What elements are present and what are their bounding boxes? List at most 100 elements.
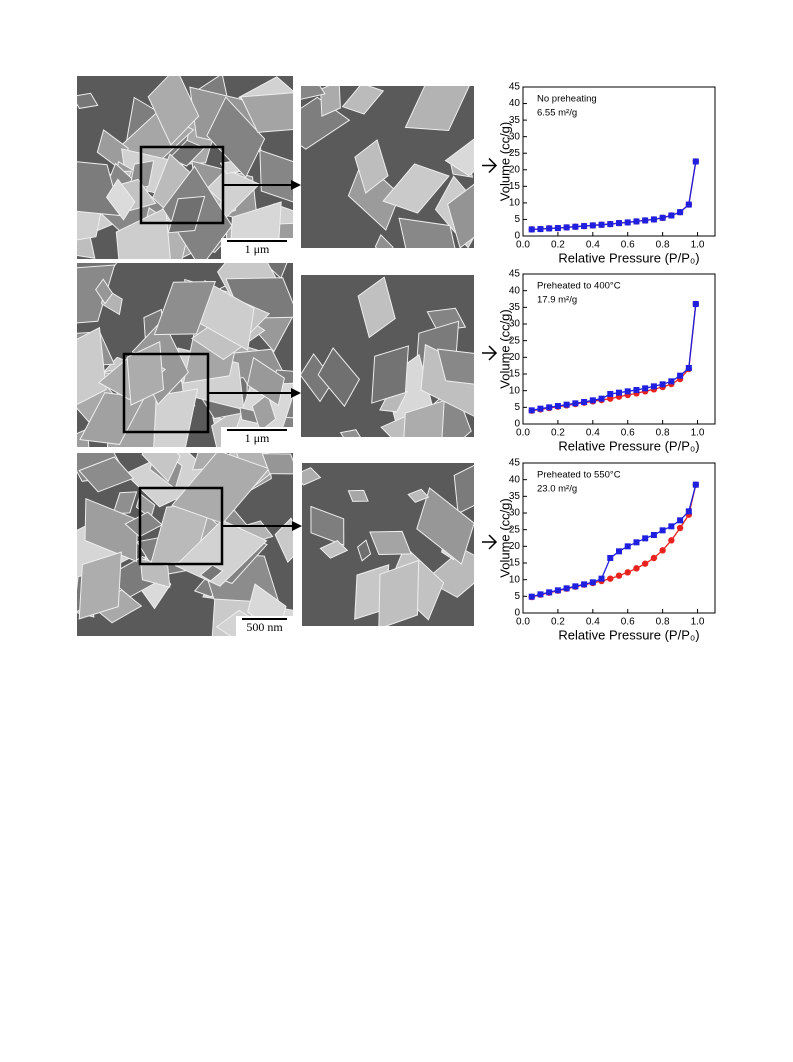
crystal: [124, 511, 163, 538]
crystal: [354, 139, 389, 194]
y-tick-label: 10: [509, 574, 521, 585]
data-point: [581, 399, 588, 405]
crystal: [301, 96, 351, 150]
crystal: [369, 530, 412, 556]
crystals: [302, 464, 474, 626]
y-tick-label: 45: [509, 82, 521, 93]
x-tick-label: 0.2: [551, 428, 565, 439]
sem-image: [77, 453, 293, 636]
crystal: [95, 278, 114, 305]
arrow: [482, 534, 498, 550]
data-point: [677, 372, 684, 379]
scale-bar-box: [236, 616, 293, 636]
arrow-head: [292, 521, 302, 531]
y-tick-label: 0: [514, 231, 520, 242]
y-tick-label: 20: [509, 352, 521, 363]
data-point: [554, 225, 561, 232]
sem-image: [301, 86, 474, 248]
series-line: [531, 161, 697, 231]
crystal: [78, 551, 122, 620]
crystal: [341, 86, 385, 115]
y-tick-label: 25: [509, 148, 521, 159]
scale-bar-box: [221, 427, 293, 447]
series-line: [531, 303, 697, 412]
y-tick-label: 35: [509, 115, 521, 126]
data-point: [589, 397, 596, 404]
x-tick-label: 1.0: [691, 617, 705, 628]
data-point: [685, 201, 692, 208]
series-line: [531, 303, 697, 411]
data-point: [563, 585, 570, 592]
data-point: [581, 581, 588, 588]
data-point: [642, 217, 649, 224]
x-tick-label: 0.4: [586, 240, 600, 251]
data-point: [685, 508, 692, 515]
crystal: [274, 517, 293, 563]
data-point: [659, 547, 666, 554]
data-point: [607, 395, 614, 402]
data-point: [572, 400, 579, 407]
y-tick-label: 30: [509, 508, 521, 519]
crystal: [126, 341, 165, 406]
data-point: [676, 524, 684, 532]
arrow: [482, 157, 498, 174]
data-point: [546, 225, 553, 232]
data-point: [589, 579, 596, 586]
crystal: [437, 348, 474, 385]
x-tick-label: 0.0: [516, 428, 530, 439]
crystal: [447, 183, 474, 248]
data-point: [563, 224, 570, 231]
y-tick-label: 30: [509, 319, 521, 330]
x-tick-label: 0.8: [656, 617, 670, 628]
data-point: [650, 383, 657, 390]
crystal: [78, 456, 135, 493]
data-point: [650, 554, 658, 562]
crystal: [259, 149, 293, 203]
data-point: [554, 403, 561, 409]
crystal: [147, 76, 200, 146]
crystal: [407, 488, 430, 503]
crystal: [374, 234, 394, 248]
annotation: 6.55 m²/g: [537, 108, 577, 119]
crystal: [378, 559, 420, 626]
crystal: [416, 487, 474, 565]
y-tick-label: 20: [509, 541, 521, 552]
scale-bar-label: 500 nm: [246, 620, 283, 634]
y-tick-label: 15: [509, 369, 521, 380]
data-point: [616, 220, 622, 227]
y-tick-label: 25: [509, 335, 521, 346]
crystals: [301, 86, 474, 248]
plot-frame: [522, 462, 716, 614]
annotation: No preheating: [537, 94, 597, 105]
y-tick-label: 40: [509, 474, 521, 485]
x-tick-label: 0.8: [656, 428, 670, 439]
x-tick-label: 1.0: [691, 428, 705, 439]
data-point: [528, 407, 535, 414]
plot-frame: [522, 86, 716, 237]
y-tick-label: 10: [509, 385, 521, 396]
x-axis-label: Relative Pressure (P/P₀): [558, 438, 699, 453]
data-point: [581, 223, 588, 230]
data-point: [642, 385, 649, 392]
data-point: [659, 214, 666, 221]
y-tick-label: 0: [514, 608, 520, 619]
annotation: Preheated to 550°C: [537, 470, 621, 481]
data-point: [633, 218, 640, 225]
y-tick-label: 5: [514, 591, 520, 602]
x-tick-label: 0.4: [586, 428, 600, 439]
data-point: [607, 391, 614, 397]
data-point: [624, 569, 631, 576]
crystal: [141, 453, 181, 483]
crystal: [398, 217, 456, 248]
data-point: [659, 381, 666, 388]
data-point: [650, 216, 657, 223]
x-axis-label: Relative Pressure (P/P₀): [558, 627, 699, 642]
data-point: [641, 560, 649, 567]
data-point: [563, 401, 570, 408]
scale-bar-label: 1 μm: [245, 242, 270, 256]
data-point: [572, 583, 579, 590]
y-tick-label: 5: [514, 214, 520, 225]
crystal: [371, 345, 409, 404]
annotation: Preheated to 400°C: [537, 281, 621, 292]
